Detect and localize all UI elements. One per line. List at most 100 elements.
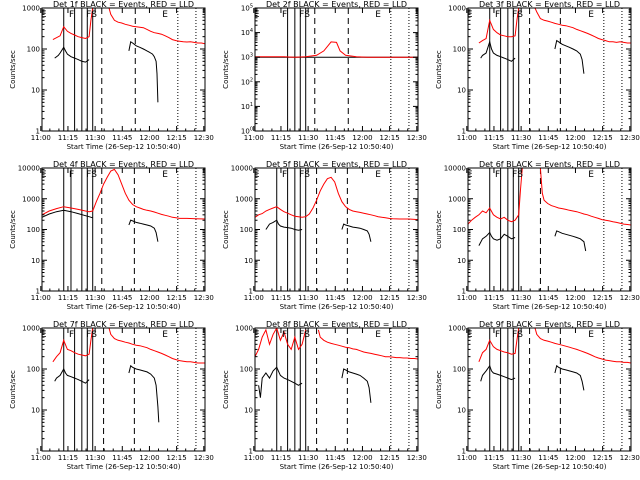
y-tick-label: 1: [249, 288, 253, 296]
plot-frame: [41, 327, 206, 452]
y-axis-label: Counts/sec: [222, 50, 230, 89]
series-lld-line: [317, 329, 418, 360]
x-tick-label: 11:30: [511, 454, 531, 462]
plot-frame: [467, 7, 632, 132]
series-group: [478, 328, 631, 391]
y-tick-label: 100: [27, 366, 40, 374]
x-tick-label: 12:30: [407, 294, 427, 302]
x-tick-label: 11:00: [244, 134, 264, 142]
interval-marker-label: S: [517, 10, 523, 20]
y-axis-label: Counts/sec: [435, 50, 443, 89]
x-tick-label: 11:15: [271, 454, 291, 462]
plot-frame: [254, 7, 419, 132]
y-tick-label: 100: [240, 366, 253, 374]
interval-marker-label: E: [162, 10, 168, 20]
x-tick-label: 11:45: [112, 294, 132, 302]
x-tick-label: 11:15: [484, 454, 504, 462]
series-lld-line: [255, 176, 418, 221]
y-tick-label: 1: [462, 128, 466, 136]
y-tick-label: 1: [462, 448, 466, 456]
y-axis-label: Counts/sec: [9, 210, 17, 249]
series-lld-line: [255, 328, 307, 357]
x-tick-label: 11:00: [31, 454, 51, 462]
series-events-line: [54, 367, 90, 384]
x-tick-label: 12:15: [380, 294, 400, 302]
x-tick-label: 11:45: [112, 134, 132, 142]
series-events-line: [478, 231, 516, 246]
interval-marker-label: F: [512, 10, 517, 20]
interval-lines: [287, 8, 410, 131]
x-axis-label: Start Time (26-Sep-12 10:50:40): [493, 143, 607, 151]
interval-marker-label: F: [512, 330, 517, 340]
series-lld-line: [108, 8, 205, 45]
x-tick-label: 12:00: [139, 134, 159, 142]
y-tick-label: 100: [240, 226, 253, 234]
x-tick-label: 12:30: [620, 294, 640, 302]
interval-lines: [276, 328, 410, 451]
y-tick-exponent: 2: [250, 77, 253, 83]
y-tick-label: 1000: [448, 5, 466, 13]
interval-marker-label: F: [86, 170, 91, 180]
plot-frame: [254, 327, 419, 452]
series-lld-line: [534, 8, 631, 44]
interval-marker-label: F: [69, 330, 74, 340]
x-tick-label: 11:30: [85, 294, 105, 302]
y-tick-base: 10: [241, 54, 250, 62]
y-tick-label: 1000: [235, 195, 253, 203]
y-tick-label: 10000: [231, 165, 253, 173]
interval-marker-label: E: [162, 170, 168, 180]
series-lld-line: [52, 328, 94, 363]
y-tick-label: 1000: [22, 5, 40, 13]
interval-marker-label: F: [282, 330, 287, 340]
series-events-line: [341, 223, 372, 242]
interval-marker-label: F: [299, 10, 304, 20]
x-tick-label: 12:15: [593, 294, 613, 302]
x-tick-label: 11:45: [325, 294, 345, 302]
series-events-line: [554, 230, 587, 252]
series-events-line: [480, 364, 516, 382]
interval-marker-label: E: [467, 10, 473, 20]
x-tick-label: 12:00: [139, 454, 159, 462]
y-axis-label: Counts/sec: [222, 210, 230, 249]
panel-title: Det 3f BLACK = Events, RED = LLD: [479, 0, 620, 9]
interval-marker-label: F: [69, 170, 74, 180]
y-tick-label: 1: [249, 448, 253, 456]
x-tick-label: 12:15: [380, 134, 400, 142]
x-tick-label: 12:15: [593, 454, 613, 462]
x-tick-label: 12:30: [194, 294, 214, 302]
panel-title: Det 9f BLACK = Events, RED = LLD: [479, 320, 620, 329]
interval-marker-label: F: [86, 330, 91, 340]
x-tick-label: 11:00: [457, 294, 477, 302]
panel-2: Det 2f BLACK = Events, RED = LLDEFFSE100…: [222, 0, 427, 151]
plot-frame: [467, 327, 632, 452]
x-tick-label: 11:30: [511, 134, 531, 142]
panel-title: Det 4f BLACK = Events, RED = LLD: [53, 160, 194, 169]
y-tick-label: 102: [241, 77, 253, 86]
x-tick-label: 12:15: [167, 454, 187, 462]
x-axis-label: Start Time (26-Sep-12 10:50:40): [280, 463, 394, 471]
series-group: [255, 328, 418, 403]
series-events-line: [341, 368, 372, 403]
interval-marker-label: F: [69, 10, 74, 20]
series-lld-line: [42, 168, 205, 220]
panel-title: Det 5f BLACK = Events, RED = LLD: [266, 160, 407, 169]
interval-marker-label: S: [304, 330, 310, 340]
y-tick-label: 100: [453, 46, 466, 54]
interval-marker-label: F: [282, 10, 287, 20]
series-group: [52, 328, 205, 423]
x-tick-label: 12:15: [380, 454, 400, 462]
series-lld-line: [534, 328, 631, 364]
y-axis-label: Counts/sec: [222, 370, 230, 409]
x-axis-label: Start Time (26-Sep-12 10:50:40): [493, 303, 607, 311]
series-lld-line: [468, 168, 523, 225]
interval-marker-label: S: [91, 330, 97, 340]
interval-marker-label: E: [588, 330, 594, 340]
plot-frame: [467, 167, 632, 292]
x-tick-label: 11:15: [271, 294, 291, 302]
series-events-line: [258, 366, 303, 398]
interval-marker-label: F: [495, 10, 500, 20]
